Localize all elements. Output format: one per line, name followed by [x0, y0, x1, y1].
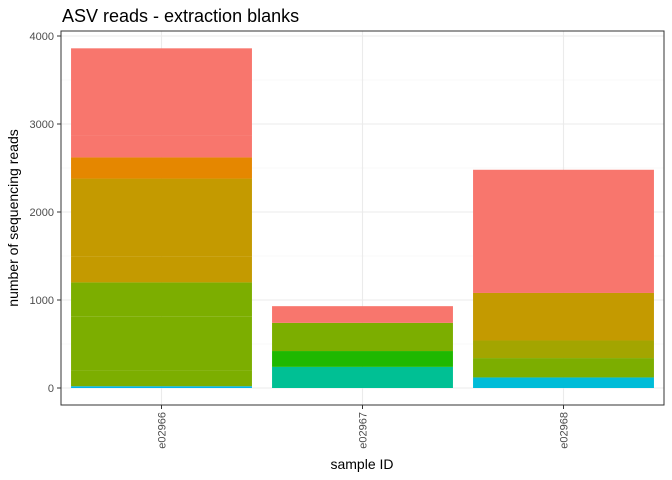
- bar-segment: [473, 340, 654, 359]
- bar-segment: [473, 169, 654, 293]
- bar-segment: [71, 316, 252, 371]
- bar-segment: [272, 351, 453, 367]
- x-tick-label: e02968: [559, 412, 571, 449]
- bar-segment: [71, 370, 252, 387]
- bar-segment: [473, 377, 654, 388]
- y-tick-label: 3000: [30, 119, 54, 131]
- bar-segment: [71, 386, 252, 388]
- y-tick-label: 0: [48, 383, 54, 395]
- bar-segment: [71, 178, 252, 257]
- bars: [71, 48, 654, 388]
- bar-segment: [272, 366, 453, 388]
- bar-segment: [473, 292, 654, 341]
- bar-segment: [71, 135, 252, 158]
- x-tick-label: e02966: [157, 412, 169, 449]
- bar-segment: [473, 358, 654, 378]
- y-tick-label: 4000: [30, 31, 54, 43]
- y-axis: 0 1000 2000 3000 4000: [30, 31, 61, 395]
- bar-segment: [272, 306, 453, 323]
- x-axis: e02966 e02967 e02968: [157, 405, 571, 449]
- x-tick-label: e02967: [358, 412, 370, 449]
- bar-segment: [71, 282, 252, 317]
- bar-segment: [71, 48, 252, 136]
- bar-segment: [71, 256, 252, 283]
- x-axis-title: sample ID: [330, 456, 393, 472]
- bar-segment: [71, 157, 252, 179]
- y-axis-title: number of sequencing reads: [5, 129, 21, 306]
- y-tick-label: 1000: [30, 295, 54, 307]
- bar-segment: [272, 322, 453, 352]
- chart-title: ASV reads - extraction blanks: [62, 6, 299, 26]
- y-tick-label: 2000: [30, 207, 54, 219]
